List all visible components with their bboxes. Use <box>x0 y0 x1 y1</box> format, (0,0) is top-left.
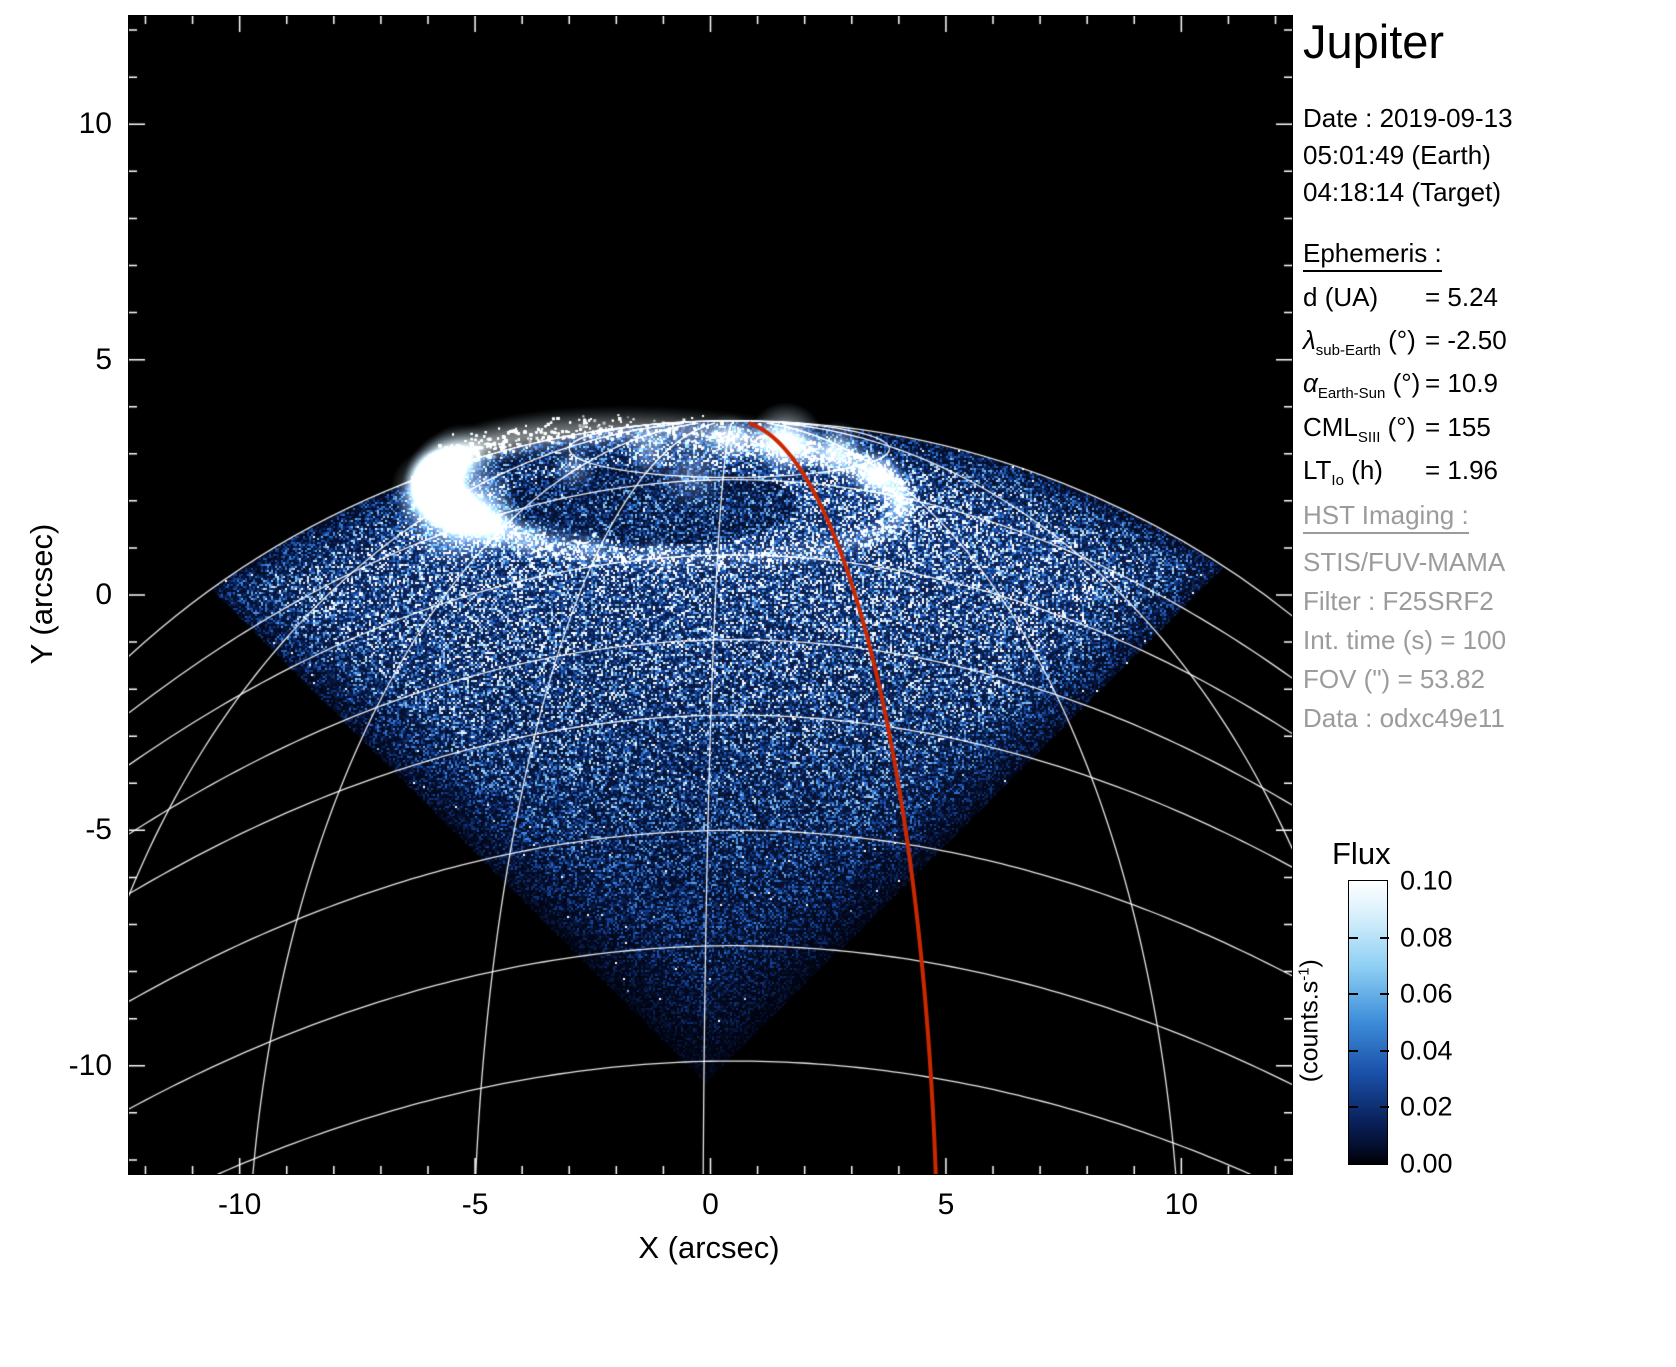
ephemeris-row: αEarth-Sun (°) = 10.9 <box>1303 368 1507 402</box>
ephemeris-symbol: CML <box>1303 411 1358 442</box>
y-axis-title: Y (arcsec) <box>24 523 59 665</box>
ephemeris-value: = -2.50 <box>1425 325 1507 356</box>
ephemeris-subscript: Io <box>1331 471 1344 489</box>
hst-info-line: Filter : F25SRF2 <box>1303 586 1494 616</box>
ephemeris-symbol: d <box>1303 282 1318 312</box>
ephemeris-heading: Ephemeris : <box>1303 238 1442 272</box>
page-title: Jupiter <box>1303 15 1445 68</box>
ephemeris-table: d (UA) = 5.24 λsub-Earth (°) = -2.50 αEa… <box>1303 282 1507 498</box>
colorbar-tick-label: 0.04 <box>1400 1035 1453 1066</box>
hst-info-line: Int. time (s) = 100 <box>1303 625 1507 655</box>
aurora-image-canvas <box>128 15 1293 1175</box>
hst-imaging-heading: HST Imaging : <box>1303 500 1469 534</box>
ephemeris-row: d (UA) = 5.24 <box>1303 282 1507 316</box>
colorbar-tick-label: 0.10 <box>1400 865 1453 896</box>
x-tick-label: -10 <box>217 1188 262 1221</box>
ephemeris-subscript: SIII <box>1357 428 1381 446</box>
hst-info-lines: STIS/FUV-MAMA Filter : F25SRF2 Int. time (… <box>1303 543 1506 738</box>
x-axis-title: X (arcsec) <box>638 1230 780 1265</box>
colorbar-unit-text: (counts.s <box>1295 980 1324 1083</box>
y-tick-label: 10 <box>78 107 112 141</box>
observation-date: Date : 2019-09-13 <box>1303 103 1513 133</box>
colorbar-tick-label: 0.00 <box>1400 1148 1453 1179</box>
observation-time-target: 04:18:14 (Target) <box>1303 177 1502 207</box>
colorbar-tick-mark <box>1349 1106 1358 1109</box>
colorbar-tick-label: 0.02 <box>1400 1091 1453 1122</box>
ephemeris-unit: (UA) <box>1317 282 1379 312</box>
colorbar <box>1348 880 1389 1165</box>
colorbar-tick-mark <box>1380 936 1389 939</box>
colorbar-tick-mark <box>1380 993 1389 996</box>
hst-imaging-block: HST Imaging : STIS/FUV-MAMA Filter : F25S… <box>1303 500 1506 738</box>
hst-info-line: STIS/FUV-MAMA <box>1303 547 1506 577</box>
hst-info-line: FOV (") = 53.82 <box>1303 664 1485 694</box>
x-tick-label: 5 <box>937 1188 955 1221</box>
observation-block: Date : 2019-09-13 05:01:49 (Earth) 04:18… <box>1303 100 1513 211</box>
ephemeris-value: = 155 <box>1425 411 1491 442</box>
y-tick-label: 0 <box>95 578 112 611</box>
colorbar-unit: (counts.s-1) <box>1295 871 1324 1171</box>
ephemeris-value: = 5.24 <box>1425 282 1499 312</box>
hst-info-line: Data : odxc49e11 <box>1303 703 1505 733</box>
colorbar-tick-label: 0.08 <box>1400 922 1453 953</box>
colorbar-unit-close: ) <box>1295 959 1324 968</box>
colorbar-tick-mark <box>1380 1049 1389 1052</box>
colorbar-tick-mark <box>1380 1106 1389 1109</box>
ephemeris-row: LTIo (h) = 1.96 <box>1303 455 1507 489</box>
ephemeris-subscript: sub-Earth <box>1315 342 1381 360</box>
colorbar-tick-mark <box>1349 1049 1358 1052</box>
ephemeris-symbol: LT <box>1303 454 1332 485</box>
colorbar-unit-exponent: -1 <box>1295 967 1313 981</box>
ephemeris-unit: (°) <box>1380 325 1416 356</box>
ephemeris-unit: (°) <box>1385 368 1421 399</box>
colorbar-tick-mark <box>1349 993 1358 996</box>
y-tick-label: -5 <box>85 813 112 847</box>
y-tick-label: -10 <box>68 1048 112 1082</box>
x-tick-label: 0 <box>702 1188 719 1221</box>
colorbar-title: Flux <box>1332 836 1391 871</box>
colorbar-tick-label: 0.06 <box>1400 978 1453 1009</box>
ephemeris-unit: (°) <box>1380 411 1416 442</box>
ephemeris-row: CMLSIII (°) = 155 <box>1303 412 1507 446</box>
ephemeris-unit: (h) <box>1343 454 1383 485</box>
ephemeris-row: λsub-Earth (°) = -2.50 <box>1303 325 1507 359</box>
x-tick-label: -5 <box>461 1188 489 1221</box>
ephemeris-subscript: Earth-Sun <box>1317 385 1386 403</box>
ephemeris-value: = 10.9 <box>1425 368 1499 399</box>
ephemeris-symbol: λ <box>1303 325 1316 356</box>
ephemeris-symbol: α <box>1303 368 1318 399</box>
y-tick-label: 5 <box>95 342 112 376</box>
ephemeris-value: = 1.96 <box>1425 454 1499 485</box>
observation-time-earth: 05:01:49 (Earth) <box>1303 140 1491 170</box>
colorbar-tick-mark <box>1349 936 1358 939</box>
x-tick-label: 10 <box>1164 1188 1199 1221</box>
